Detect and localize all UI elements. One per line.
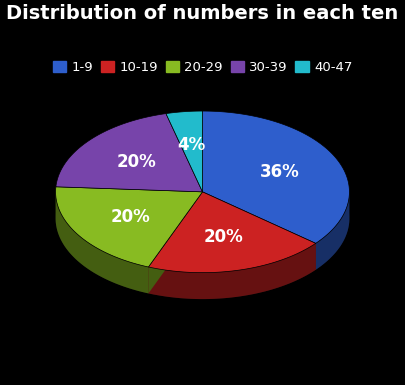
Polygon shape (148, 192, 202, 293)
Polygon shape (148, 192, 316, 273)
Polygon shape (55, 192, 148, 293)
Text: 20%: 20% (204, 228, 243, 246)
Text: 4%: 4% (178, 136, 206, 154)
Polygon shape (55, 187, 202, 267)
Polygon shape (202, 111, 350, 243)
Text: 20%: 20% (117, 153, 157, 171)
Polygon shape (316, 192, 350, 270)
Text: 36%: 36% (260, 163, 299, 181)
Polygon shape (148, 192, 202, 293)
Ellipse shape (55, 137, 350, 299)
Polygon shape (202, 192, 316, 270)
Polygon shape (148, 243, 316, 299)
Polygon shape (202, 192, 316, 270)
Polygon shape (56, 114, 202, 192)
Legend: 1-9, 10-19, 20-29, 30-39, 40-47: 1-9, 10-19, 20-29, 30-39, 40-47 (47, 56, 358, 79)
Text: 20%: 20% (111, 208, 150, 226)
Polygon shape (166, 111, 202, 192)
Title: Distribution of numbers in each ten: Distribution of numbers in each ten (6, 4, 399, 23)
